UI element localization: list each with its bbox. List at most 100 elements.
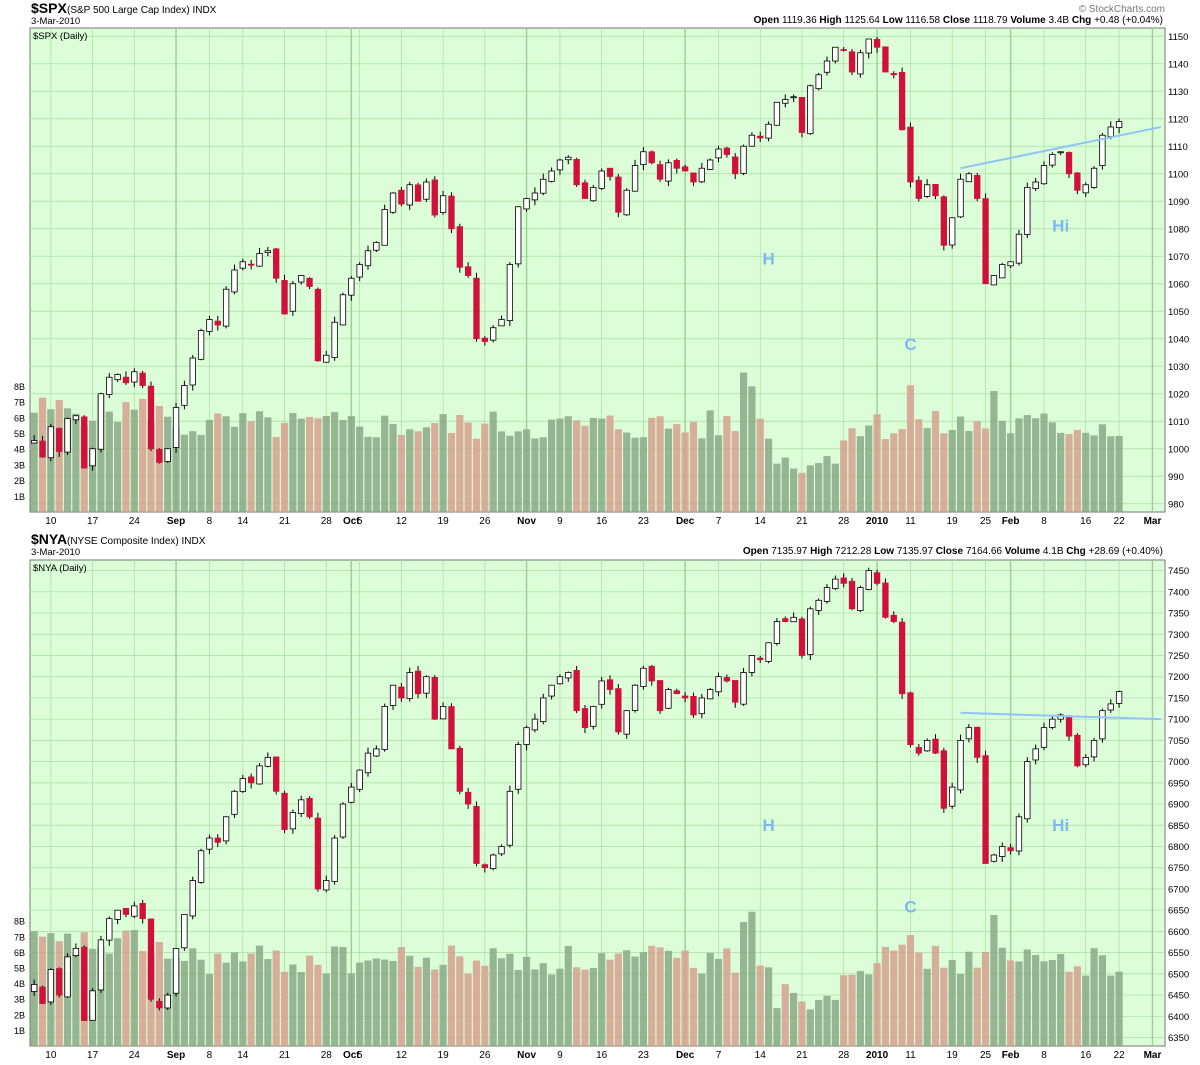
candle-body: [448, 195, 455, 230]
candle-body: [206, 837, 213, 850]
candle-body: [581, 708, 589, 729]
volume-bar: [522, 956, 531, 1046]
volume-bar: [573, 967, 581, 1046]
candle-body: [748, 134, 756, 147]
x-tick-label: Sep: [167, 1050, 185, 1060]
candle-body: [823, 587, 831, 602]
volume-bar: [531, 438, 539, 512]
pattern-annotation: H: [762, 250, 774, 269]
candle-body: [381, 209, 388, 246]
volume-bar: [297, 971, 305, 1046]
volume-bar: [1065, 434, 1073, 512]
volume-bar: [548, 974, 556, 1046]
volume-bar: [264, 959, 272, 1046]
candle-body: [139, 903, 146, 920]
panel-spx: $SPX (S&P 500 Large Cap Index) INDX3-Mar-…: [14, 0, 1189, 527]
candles: [31, 36, 1123, 471]
candle-body: [949, 217, 956, 246]
candle-body: [823, 60, 831, 73]
x-tick-label: 5: [357, 516, 363, 527]
volume-bar: [205, 973, 214, 1046]
volume-bar: [723, 948, 731, 1046]
volume-bar: [1115, 971, 1123, 1046]
y-tick-label: 1050: [1168, 307, 1189, 318]
candle-body: [648, 151, 655, 164]
candle-body: [381, 706, 388, 750]
candle-body: [406, 672, 413, 699]
y-tick-label: 6400: [1168, 1012, 1189, 1023]
volume-bar: [364, 960, 372, 1046]
candle-body: [907, 126, 914, 183]
volume-bar: [639, 952, 647, 1046]
candle-body: [923, 184, 931, 197]
candle-body: [890, 614, 897, 622]
candle-body: [39, 986, 46, 1004]
volume-bar: [139, 398, 147, 512]
index-name: (S&P 500 Large Cap Index) INDX: [67, 5, 217, 16]
volume-bar: [748, 911, 756, 1046]
volume-bar: [381, 415, 389, 512]
candle-body: [331, 837, 338, 882]
candle-body: [1082, 184, 1089, 194]
candle-body: [898, 71, 906, 131]
candle-body: [1107, 126, 1114, 137]
quote-value: 1116.58: [905, 15, 940, 26]
candle-body: [631, 165, 639, 192]
candle-body: [990, 275, 998, 286]
candle-body: [606, 167, 614, 177]
volume-bar: [890, 950, 898, 1046]
candle-body: [398, 686, 405, 699]
volume-bar: [1007, 433, 1015, 512]
volume-bar: [331, 946, 339, 1046]
volume-bar: [230, 952, 239, 1046]
pattern-annotation: C: [904, 335, 916, 354]
volume-bar: [522, 429, 531, 512]
y-tick-label: 6550: [1168, 948, 1189, 959]
volume-bar: [389, 960, 397, 1046]
y-tick-label: 1120: [1168, 114, 1188, 125]
volume-bar: [72, 953, 80, 1046]
candle-body: [732, 680, 739, 703]
volume-bar: [1040, 413, 1048, 512]
volume-bar: [956, 416, 965, 512]
candle-body: [506, 790, 514, 846]
candle-body: [323, 880, 330, 891]
candle-body: [974, 175, 981, 199]
volume-bar: [823, 456, 831, 512]
volume-tick-label: 6B: [14, 948, 25, 958]
candle-body: [940, 750, 947, 809]
x-tick-label: Nov: [517, 1050, 536, 1060]
volume-bar: [422, 427, 431, 512]
x-tick-label: 24: [129, 516, 141, 527]
volume-bar: [589, 967, 597, 1046]
y-tick-label: 1040: [1168, 334, 1189, 345]
y-tick-label: 980: [1168, 499, 1184, 510]
x-tick-label: 7: [716, 1050, 722, 1060]
volume-bar: [347, 973, 355, 1046]
candle-body: [631, 684, 639, 711]
volume-bar: [581, 425, 589, 512]
volume-bar: [422, 957, 431, 1046]
candle-body: [1057, 151, 1064, 154]
volume-bar: [631, 956, 639, 1046]
panel-nya: $NYA (NYSE Composite Index) INDX3-Mar-201…: [14, 531, 1189, 1061]
volume-bar: [1057, 953, 1065, 1046]
volume-bar: [948, 430, 956, 512]
volume-bar: [30, 412, 38, 512]
volume-bar: [114, 938, 122, 1046]
volume-bar: [506, 953, 514, 1046]
volume-bar: [965, 951, 973, 1046]
volume-bar: [973, 967, 981, 1046]
volume-bar: [790, 468, 798, 512]
volume-bar: [548, 419, 556, 512]
volume-bar: [372, 958, 380, 1046]
candle-body: [690, 695, 697, 716]
volume-bar: [456, 414, 464, 512]
volume-bar: [965, 430, 973, 512]
candle-body: [740, 145, 747, 174]
candle-body: [206, 319, 213, 332]
volume-bar: [222, 416, 230, 512]
volume-bar: [990, 391, 998, 512]
volume-bar: [356, 426, 364, 512]
x-tick-label: 14: [755, 516, 767, 527]
